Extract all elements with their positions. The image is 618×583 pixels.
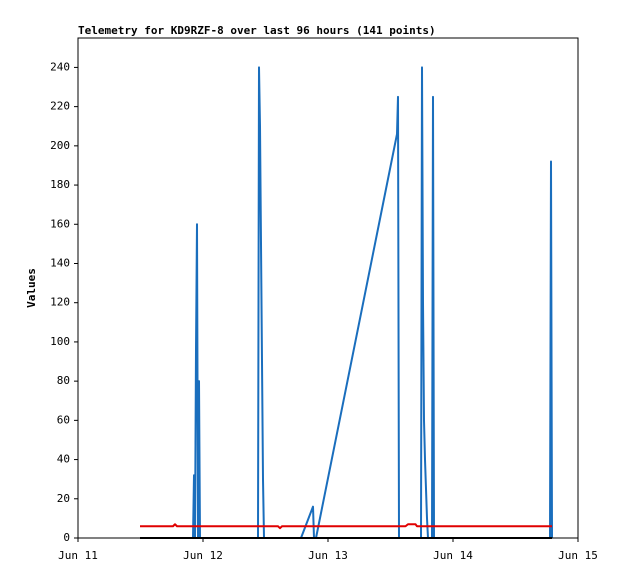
y-tick-label: 0 (63, 531, 70, 544)
y-tick-label: 180 (50, 178, 70, 191)
y-tick-label: 240 (50, 60, 70, 73)
x-tick-label: Jun 14 (433, 549, 473, 562)
y-tick-label: 40 (57, 453, 70, 466)
y-tick-label: 100 (50, 335, 70, 348)
x-tick-label: Jun 15 (558, 549, 598, 562)
y-tick-label: 200 (50, 139, 70, 152)
x-tick-label: Jun 13 (308, 549, 348, 562)
y-tick-label: 80 (57, 374, 70, 387)
series-line (140, 523, 552, 530)
y-tick-label: 20 (57, 492, 70, 505)
y-axis-label: Values (25, 268, 38, 308)
x-tick-label: Jun 12 (183, 549, 223, 562)
y-tick-label: 60 (57, 413, 70, 426)
x-tick-label: Jun 11 (58, 549, 98, 562)
y-tick-label: 120 (50, 296, 70, 309)
y-tick-label: 220 (50, 100, 70, 113)
chart-title: Telemetry for KD9RZF-8 over last 96 hour… (78, 24, 436, 37)
y-tick-label: 160 (50, 217, 70, 230)
y-tick-label: 140 (50, 256, 70, 269)
